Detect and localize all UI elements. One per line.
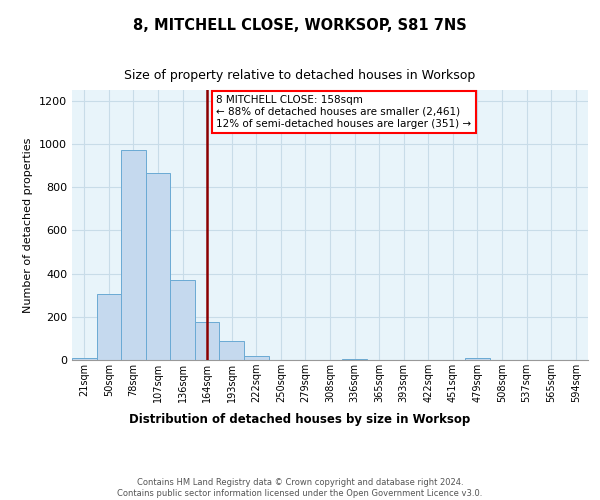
Text: 8 MITCHELL CLOSE: 158sqm
← 88% of detached houses are smaller (2,461)
12% of sem: 8 MITCHELL CLOSE: 158sqm ← 88% of detach… [217, 96, 472, 128]
Bar [342, 359, 367, 360]
Bar [244, 356, 269, 360]
Bar [465, 358, 490, 360]
Bar [97, 294, 121, 360]
Bar [72, 358, 97, 360]
Bar [121, 150, 146, 360]
Y-axis label: Number of detached properties: Number of detached properties [23, 138, 34, 312]
Text: Size of property relative to detached houses in Worksop: Size of property relative to detached ho… [124, 70, 476, 82]
Text: Distribution of detached houses by size in Worksop: Distribution of detached houses by size … [130, 412, 470, 426]
Bar [146, 173, 170, 360]
Text: 8, MITCHELL CLOSE, WORKSOP, S81 7NS: 8, MITCHELL CLOSE, WORKSOP, S81 7NS [133, 18, 467, 32]
Bar [170, 280, 195, 360]
Bar [195, 322, 220, 360]
Bar [220, 340, 244, 360]
Text: Contains HM Land Registry data © Crown copyright and database right 2024.
Contai: Contains HM Land Registry data © Crown c… [118, 478, 482, 498]
